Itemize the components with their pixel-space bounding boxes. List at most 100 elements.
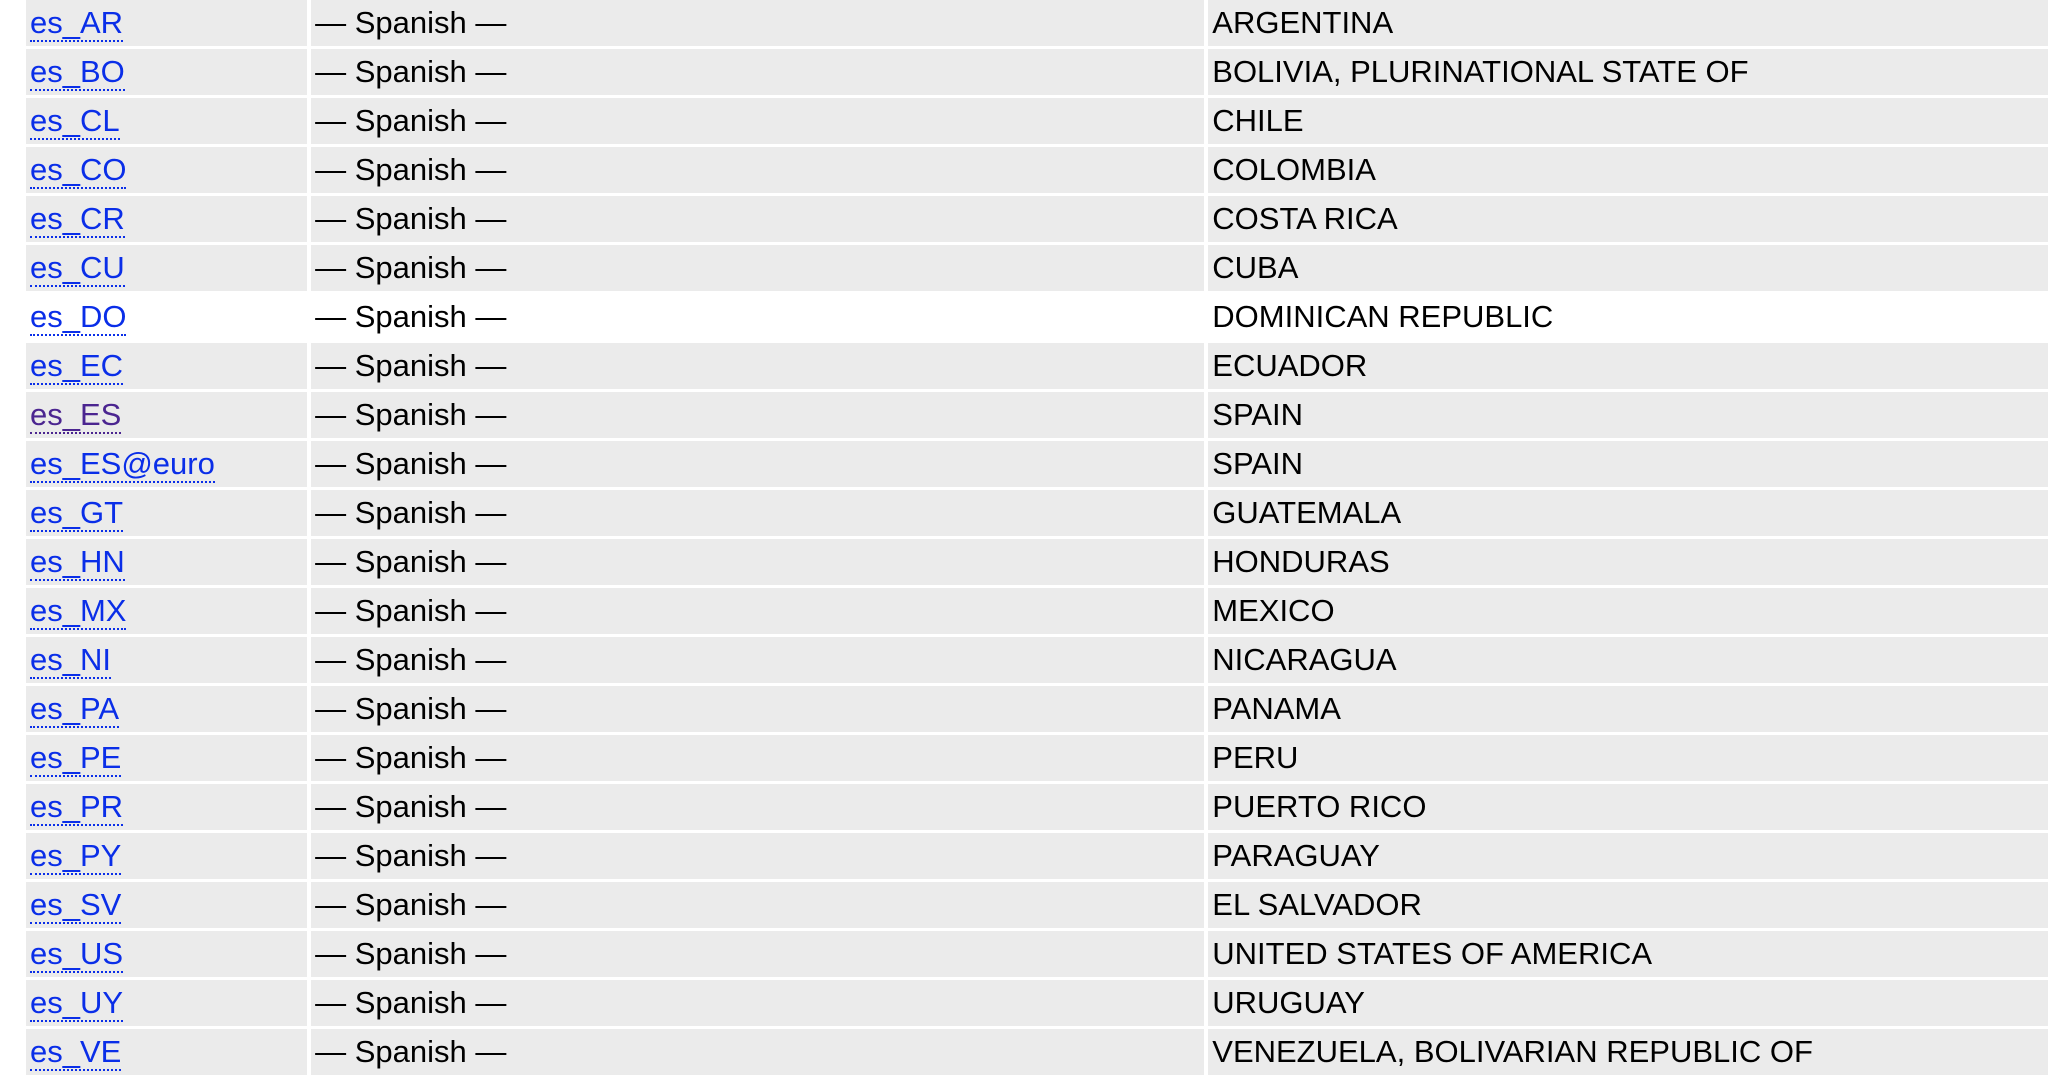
country-cell: ECUADOR (1208, 343, 2048, 389)
country-cell: HONDURAS (1208, 539, 2048, 585)
locale-code-cell: es_NI (26, 637, 308, 683)
locale-code-cell: es_CO (26, 147, 308, 193)
locale-link[interactable]: es_ES@euro (30, 446, 215, 483)
locale-link[interactable]: es_BO (30, 54, 125, 91)
language-cell: — Spanish — (311, 98, 1205, 144)
table-row: es_EC — Spanish — ECUADOR (26, 343, 2048, 389)
locale-link[interactable]: es_GT (30, 495, 124, 532)
language-cell: — Spanish — (311, 539, 1205, 585)
language-cell: — Spanish — (311, 637, 1205, 683)
locale-link[interactable]: es_US (30, 936, 124, 973)
table-row: es_CU — Spanish — CUBA (26, 245, 2048, 291)
table-row: es_PA — Spanish — PANAMA (26, 686, 2048, 732)
locale-link[interactable]: es_PR (30, 789, 124, 826)
country-cell: SPAIN (1208, 392, 2048, 438)
locale-code-cell: es_ES (26, 392, 308, 438)
locale-code-cell: es_AR (26, 0, 308, 46)
table-row: es_CR — Spanish — COSTA RICA (26, 196, 2048, 242)
table-row: es_PY — Spanish — PARAGUAY (26, 833, 2048, 879)
locale-link[interactable]: es_HN (30, 544, 125, 581)
country-cell: VENEZUELA, BOLIVARIAN REPUBLIC OF (1208, 1029, 2048, 1075)
country-cell: UNITED STATES OF AMERICA (1208, 931, 2048, 977)
locale-code-cell: es_HN (26, 539, 308, 585)
language-cell: — Spanish — (311, 784, 1205, 830)
table-row: es_PR — Spanish — PUERTO RICO (26, 784, 2048, 830)
language-cell: — Spanish — (311, 931, 1205, 977)
language-cell: — Spanish — (311, 882, 1205, 928)
locale-code-cell: es_ES@euro (26, 441, 308, 487)
locale-link[interactable]: es_VE (30, 1034, 122, 1071)
table-row: es_DO — Spanish — DOMINICAN REPUBLIC (26, 294, 2048, 340)
locale-link[interactable]: es_PA (30, 691, 120, 728)
locale-table-body: es_AR — Spanish — ARGENTINA es_BO — Spanish … (26, 0, 2048, 1075)
locale-code-cell: es_DO (26, 294, 308, 340)
country-cell: ARGENTINA (1208, 0, 2048, 46)
table-row: es_PE — Spanish — PERU (26, 735, 2048, 781)
table-row: es_ES@euro — Spanish — SPAIN (26, 441, 2048, 487)
language-cell: — Spanish — (311, 833, 1205, 879)
country-cell: PERU (1208, 735, 2048, 781)
language-cell: — Spanish — (311, 588, 1205, 634)
country-cell: SPAIN (1208, 441, 2048, 487)
country-cell: COSTA RICA (1208, 196, 2048, 242)
country-cell: GUATEMALA (1208, 490, 2048, 536)
country-cell: DOMINICAN REPUBLIC (1208, 294, 2048, 340)
country-cell: PANAMA (1208, 686, 2048, 732)
locale-link[interactable]: es_PY (30, 838, 122, 875)
locale-code-cell: es_CR (26, 196, 308, 242)
locale-link[interactable]: es_MX (30, 593, 127, 630)
locale-link[interactable]: es_CR (30, 201, 125, 238)
locale-link[interactable]: es_DO (30, 299, 127, 336)
locale-code-cell: es_GT (26, 490, 308, 536)
locale-link[interactable]: es_ES (30, 397, 122, 434)
table-row: es_AR — Spanish — ARGENTINA (26, 0, 2048, 46)
locale-link[interactable]: es_AR (30, 5, 124, 42)
language-cell: — Spanish — (311, 196, 1205, 242)
language-cell: — Spanish — (311, 392, 1205, 438)
table-row: es_CL — Spanish — CHILE (26, 98, 2048, 144)
country-cell: PARAGUAY (1208, 833, 2048, 879)
locale-code-cell: es_CU (26, 245, 308, 291)
locale-link[interactable]: es_SV (30, 887, 122, 924)
locale-code-cell: es_UY (26, 980, 308, 1026)
table-row: es_CO — Spanish — COLOMBIA (26, 147, 2048, 193)
table-row: es_GT — Spanish — GUATEMALA (26, 490, 2048, 536)
country-cell: URUGUAY (1208, 980, 2048, 1026)
language-cell: — Spanish — (311, 735, 1205, 781)
locale-link[interactable]: es_UY (30, 985, 124, 1022)
language-cell: — Spanish — (311, 343, 1205, 389)
locale-code-cell: es_EC (26, 343, 308, 389)
locale-link[interactable]: es_CU (30, 250, 125, 287)
language-cell: — Spanish — (311, 49, 1205, 95)
table-row: es_US — Spanish — UNITED STATES OF AMERICA (26, 931, 2048, 977)
country-cell: CUBA (1208, 245, 2048, 291)
locale-code-cell: es_US (26, 931, 308, 977)
locale-link[interactable]: es_CO (30, 152, 127, 189)
table-row: es_VE — Spanish — VENEZUELA, BOLIVARIAN RE… (26, 1029, 2048, 1075)
table-row: es_ES — Spanish — SPAIN (26, 392, 2048, 438)
table-row: es_HN — Spanish — HONDURAS (26, 539, 2048, 585)
language-cell: — Spanish — (311, 147, 1205, 193)
table-row: es_SV — Spanish — EL SALVADOR (26, 882, 2048, 928)
country-cell: COLOMBIA (1208, 147, 2048, 193)
table-row: es_NI — Spanish — NICARAGUA (26, 637, 2048, 683)
locale-link[interactable]: es_CL (30, 103, 120, 140)
country-cell: EL SALVADOR (1208, 882, 2048, 928)
locale-code-cell: es_PY (26, 833, 308, 879)
locale-code-cell: es_PR (26, 784, 308, 830)
locale-link[interactable]: es_PE (30, 740, 122, 777)
language-cell: — Spanish — (311, 441, 1205, 487)
locale-code-cell: es_CL (26, 98, 308, 144)
locale-code-cell: es_VE (26, 1029, 308, 1075)
locale-link[interactable]: es_EC (30, 348, 124, 385)
table-row: es_MX — Spanish — MEXICO (26, 588, 2048, 634)
language-cell: — Spanish — (311, 490, 1205, 536)
language-cell: — Spanish — (311, 245, 1205, 291)
locale-link[interactable]: es_NI (30, 642, 111, 679)
locale-code-cell: es_SV (26, 882, 308, 928)
country-cell: CHILE (1208, 98, 2048, 144)
country-cell: MEXICO (1208, 588, 2048, 634)
table-row: es_UY — Spanish — URUGUAY (26, 980, 2048, 1026)
language-cell: — Spanish — (311, 0, 1205, 46)
locale-code-cell: es_MX (26, 588, 308, 634)
